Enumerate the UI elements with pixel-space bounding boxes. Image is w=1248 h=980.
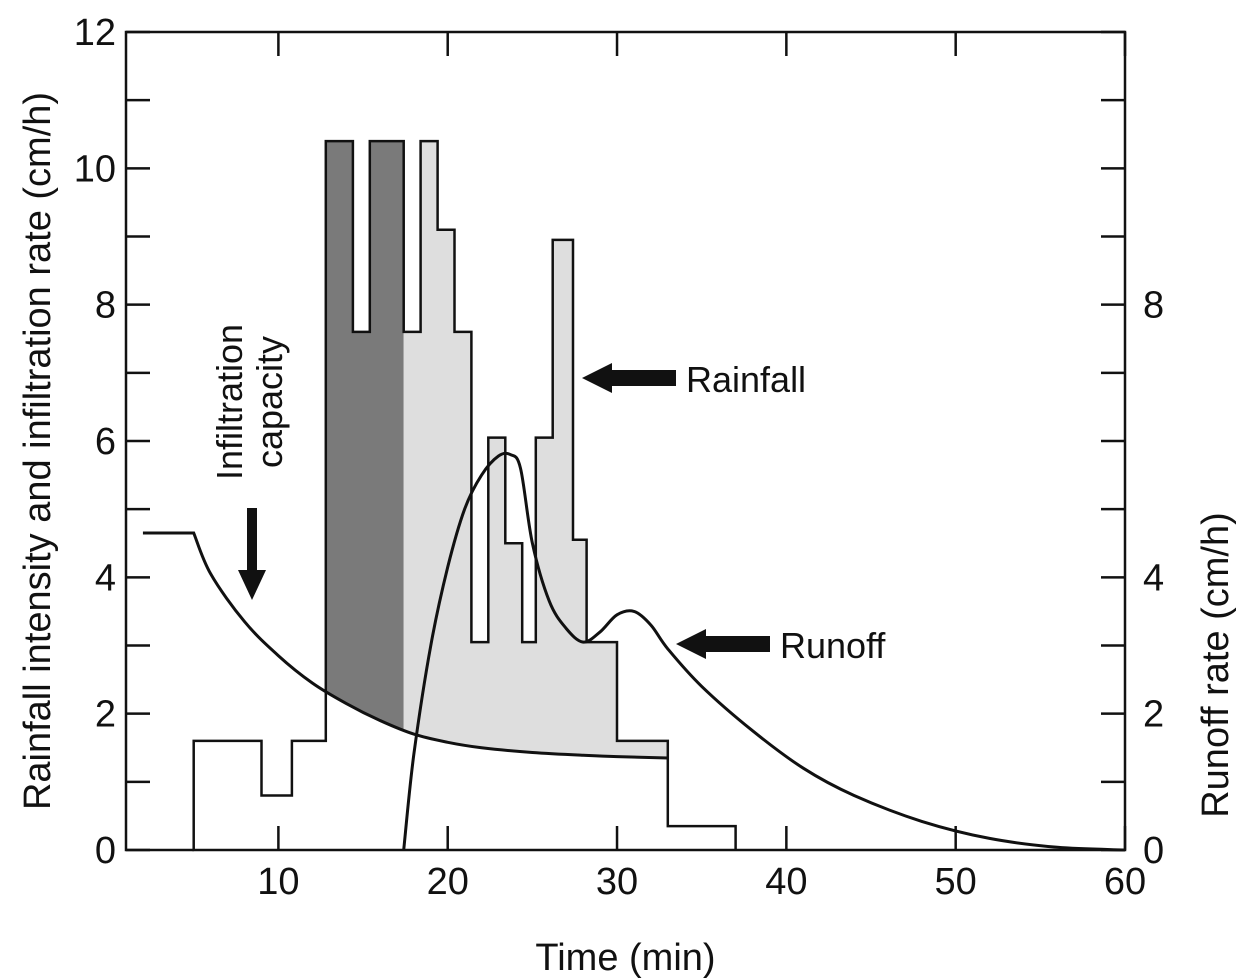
x-tick-label: 10 [257,861,299,903]
rainfall-annotation: Rainfall [582,359,806,400]
rainfall-series [192,139,737,852]
y-tick-label: 0 [95,830,116,872]
infiltration-arrow-icon [238,508,266,600]
rainfall-label: Rainfall [686,359,806,400]
runoff-line [402,451,1126,852]
infiltration-annotation: Infiltration capacity [209,324,290,600]
infiltration-label-line1: Infiltration [209,324,250,480]
x-tick-label: 30 [596,861,638,903]
y2-tick-label: 2 [1143,694,1164,736]
runoff-arrow-icon [676,629,770,659]
y-axis-title: Rainfall intensity and infiltration rate… [17,92,59,810]
infiltration-label-line2: capacity [249,336,290,468]
y2-tick-label: 4 [1143,557,1164,599]
y-tick-label: 10 [74,148,116,190]
infiltration-series [142,531,668,760]
y-tick-label: 12 [74,12,116,54]
x-tick-label: 20 [427,861,469,903]
rainfall-arrow-icon [582,363,676,393]
y-tick-label: 2 [95,694,116,736]
y2-axis-title: Runoff rate (cm/h) [1195,512,1237,818]
y-tick-label: 8 [95,285,116,327]
y2-tick-label: 0 [1143,830,1164,872]
x-axis-title: Time (min) [535,937,715,979]
x-tick-label: 60 [1104,861,1146,903]
excess-rain-light-area [403,141,668,759]
y-tick-label: 6 [95,421,116,463]
runoff-annotation: Runoff [676,625,886,666]
axis-ticks [126,30,1127,852]
runoff-label: Runoff [780,625,886,666]
runoff-series [402,451,1126,852]
x-tick-label: 50 [935,861,977,903]
infiltration-capacity-line [142,531,668,760]
rainfall-step-line [192,139,737,852]
excess-rain-dark-area [325,141,404,731]
x-tick-label: 40 [765,861,807,903]
shaded-areas [325,141,668,759]
y-tick-label: 4 [95,557,116,599]
y2-tick-label: 8 [1143,285,1164,327]
